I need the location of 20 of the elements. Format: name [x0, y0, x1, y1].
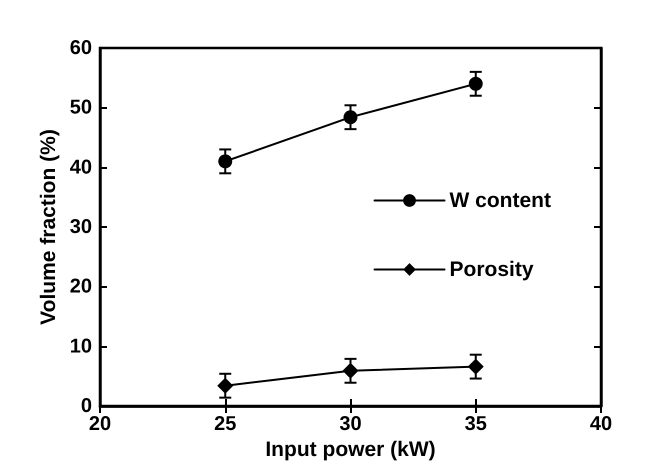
point — [468, 358, 484, 375]
y-tick-label: 60 — [70, 37, 92, 59]
point — [217, 378, 234, 394]
x-tick-label: 25 — [214, 413, 236, 435]
y-tick-label: 30 — [70, 216, 92, 238]
y-axis-title: Volume fraction (%) — [36, 129, 60, 325]
point — [344, 110, 358, 124]
y-tick-label: 40 — [70, 156, 92, 178]
x-axis-title: Input power (kW) — [265, 438, 436, 461]
y-tick-label: 10 — [70, 335, 92, 358]
point — [218, 154, 232, 168]
legend-label: Porosity — [450, 258, 534, 281]
y-tick-label: 20 — [70, 276, 92, 298]
y-tick-label: 50 — [70, 96, 92, 119]
x-tick-label: 30 — [339, 413, 362, 435]
point — [342, 362, 358, 379]
x-tick-label: 40 — [590, 413, 612, 435]
point — [468, 76, 483, 91]
x-tick-label: 35 — [464, 413, 487, 435]
legend-label: W content — [450, 189, 552, 212]
